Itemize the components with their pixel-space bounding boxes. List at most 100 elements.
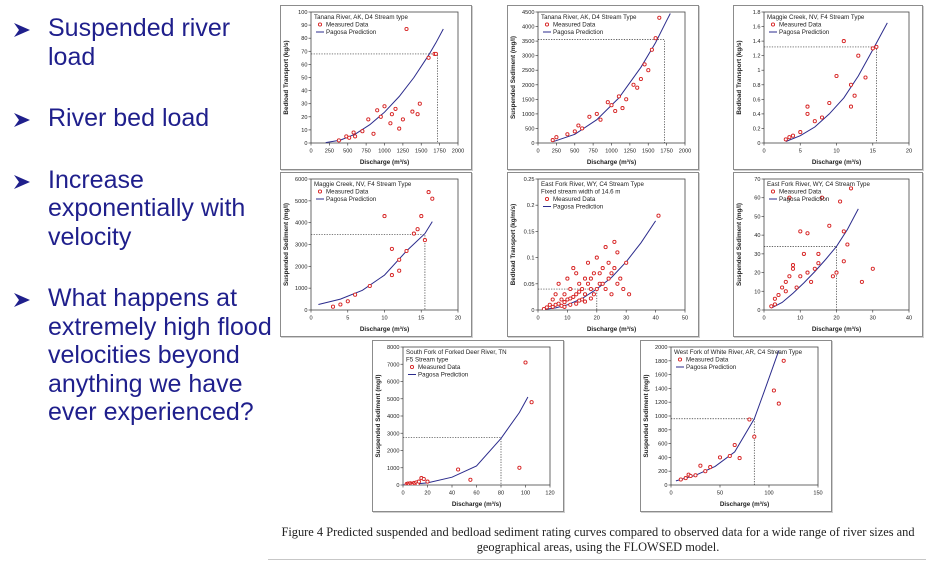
measured-data-point [841, 259, 846, 264]
arrow-bullet-icon [14, 23, 30, 37]
measured-data-point [529, 400, 534, 405]
measured-data-point [848, 186, 854, 191]
measured-data-point [393, 106, 398, 111]
x-tick-label: 2000 [679, 149, 691, 155]
y-tick-label: 3000 [295, 243, 307, 249]
measured-data-point [834, 270, 839, 275]
reference-line [403, 437, 502, 485]
legend-label-prediction: Pagosa Prediction [326, 29, 377, 36]
measured-data-point [649, 47, 654, 52]
legend-marker-measured [770, 189, 776, 194]
chart-svg: 0 20 40 60 80 100 120 0 1000 2000 3000 4000 5000 6000… [375, 345, 555, 508]
legend-label-measured: Measured Data [418, 364, 461, 371]
plot-area-frame [537, 178, 686, 311]
measured-data-point [805, 104, 810, 109]
x-tick-label: 0 [669, 491, 672, 497]
y-tick-label: 8000 [387, 345, 399, 351]
x-tick-label: 5 [799, 149, 802, 155]
measured-data-point [798, 130, 803, 135]
measured-data-point [416, 479, 421, 484]
measured-data-point [781, 358, 786, 363]
bullet-text: Suspended river load [48, 14, 231, 71]
y-tick-label: 1.6 [753, 25, 761, 31]
x-tick-label: 1750 [660, 149, 672, 155]
bullet-list: Suspended river load River bed load Incr… [10, 14, 272, 460]
y-tick-label: 0 [531, 141, 534, 147]
measured-data-point [594, 111, 599, 116]
x-tick-label: 100 [764, 491, 773, 497]
measured-data-point [544, 305, 549, 310]
y-tick-label: 0 [531, 308, 534, 314]
bullet-text: Increase exponentially with velocity [48, 165, 246, 251]
measured-data-point [698, 463, 703, 468]
measured-data-point [732, 442, 737, 448]
measured-data-point [627, 292, 632, 297]
x-tick-label: 10 [564, 316, 570, 322]
measured-data-point [621, 286, 626, 292]
measured-data-point [426, 55, 431, 60]
y-tick-label: 5000 [387, 397, 399, 403]
y-tick-label: 40 [301, 89, 307, 95]
x-tick-label: 10 [797, 316, 803, 322]
legend-marker-measured [544, 22, 550, 27]
chart-panel-eastfork-suspended: 0 10 20 30 40 0 10 20 30 40 50 60 70 Discharge (m³/s)… [733, 172, 923, 337]
x-tick-label: 0 [309, 149, 312, 155]
measured-data-point [330, 304, 336, 309]
measured-data-point [615, 281, 620, 286]
bullet-text: River bed load [48, 104, 210, 132]
legend-marker-measured [317, 189, 323, 194]
x-tick-label: 15 [418, 316, 424, 322]
measured-data-point [554, 135, 559, 140]
figure-caption: Figure 4 Predicted suspended and bedload… [281, 525, 915, 554]
chart-title: Maggie Creek, NV, F4 Stream Type [314, 181, 412, 188]
measured-data-point [609, 271, 614, 276]
legend-label-measured: Measured Data [326, 189, 369, 196]
y-tick-label: 4000 [295, 221, 307, 227]
measured-data-point [615, 250, 620, 255]
measured-data-point [582, 292, 588, 297]
legend-label-prediction: Pagosa Prediction [553, 29, 604, 36]
chart-title: Tanana River, AK, D4 Stream type [314, 14, 408, 21]
chart-panel-maggie-suspended: 0 5 10 15 20 0 1000 2000 3000 4000 5000 6000 Dischar… [280, 172, 472, 337]
measured-data-point [580, 126, 585, 131]
measured-data-point [591, 292, 596, 297]
measured-data-point [351, 130, 356, 135]
x-tick-label: 40 [449, 491, 455, 497]
x-axis-label: Discharge (m³/s) [812, 326, 861, 333]
x-tick-label: 20 [424, 491, 430, 497]
x-axis-label: Discharge (m³/s) [587, 326, 636, 333]
measured-data-point [574, 301, 579, 306]
measured-data-point [568, 286, 573, 292]
y-tick-label: 4500 [522, 10, 534, 16]
measured-data-point [426, 190, 431, 195]
measured-data-point [585, 260, 591, 265]
y-tick-label: 0.2 [753, 126, 761, 132]
measured-data-point [353, 292, 358, 297]
x-tick-label: 20 [455, 316, 461, 322]
chart-panel-eastfork-bedload: 0 10 20 30 40 50 0 0.05 0.1 0.15 0.2 0.25 Discharge … [507, 172, 699, 337]
y-tick-label: 4000 [522, 25, 534, 31]
measured-data-point [421, 476, 426, 482]
x-tick-label: 0 [762, 149, 765, 155]
y-tick-label: 500 [525, 126, 534, 132]
chart-panel-tanana-bedload: 0 250 500 750 1000 1250 1500 1750 2000 0 10 20 30 40 5… [280, 5, 472, 170]
measured-data-point [805, 111, 810, 116]
y-tick-label: 2000 [655, 345, 667, 351]
x-tick-label: 20 [594, 316, 600, 322]
legend-label-measured: Measured Data [553, 196, 596, 203]
y-tick-label: 0.6 [753, 97, 761, 103]
measured-data-point [397, 268, 402, 273]
y-tick-label: 1 [757, 68, 760, 74]
measured-data-point [794, 285, 799, 290]
x-tick-label: 20 [906, 149, 912, 155]
measured-data-point [631, 82, 636, 87]
measured-data-point [856, 53, 861, 58]
measured-data-point [783, 279, 788, 284]
x-tick-label: 2000 [452, 149, 464, 155]
reference-line [671, 418, 755, 485]
measured-data-point [859, 279, 864, 284]
x-axis-label: Discharge (m³/s) [360, 159, 409, 166]
measured-data-point [727, 453, 732, 459]
measured-data-point [588, 286, 593, 292]
y-tick-label: 80 [301, 36, 307, 42]
